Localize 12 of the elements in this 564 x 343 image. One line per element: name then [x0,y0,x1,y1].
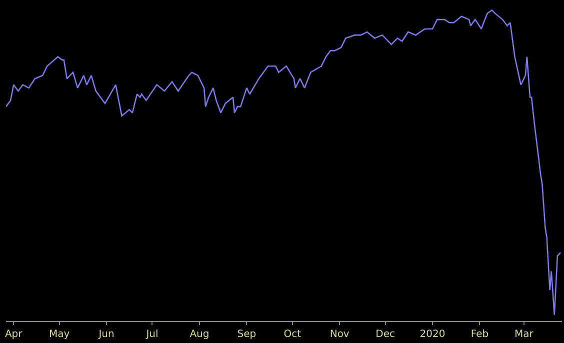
x-tick-label: Mar [514,329,534,340]
x-tick-label: May [48,329,70,340]
x-tick-label: Jun [98,329,114,340]
x-tick-label: Feb [470,329,489,340]
x-tick-label: Jul [145,329,158,340]
x-tick-label: Nov [330,329,350,340]
x-tick-label: Sep [237,329,256,340]
x-tick-label: Dec [376,329,395,340]
x-tick-label: Oct [284,329,302,340]
x-tick-label: Aug [190,329,210,340]
x-tick-label: Apr [4,329,24,340]
x-tick-label: 2020 [420,329,446,340]
